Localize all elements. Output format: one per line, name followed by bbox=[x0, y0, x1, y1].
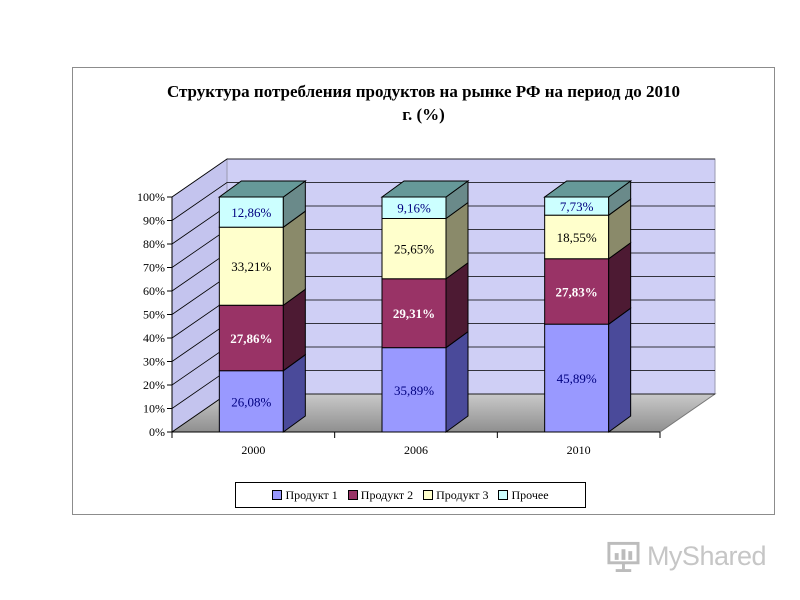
legend-swatch-other bbox=[498, 490, 509, 500]
y-tick-label: 40% bbox=[143, 331, 165, 345]
chart-legend: Продукт 1 Продукт 2 Продукт 3 Прочее bbox=[235, 482, 586, 508]
y-tick-label: 10% bbox=[143, 402, 165, 416]
y-tick-label: 0% bbox=[149, 425, 165, 439]
bar-front bbox=[381, 278, 447, 349]
chart-title-line-2: г. (%) bbox=[402, 105, 445, 124]
data-label: 33,21% bbox=[231, 259, 271, 274]
y-tick-label: 90% bbox=[143, 214, 165, 228]
data-label: 45,89% bbox=[557, 371, 597, 386]
legend-item-product-1: Продукт 1 bbox=[272, 487, 338, 503]
x-tick-label: 2010 bbox=[567, 443, 591, 457]
data-label: 26,08% bbox=[231, 394, 271, 409]
y-tick-label: 30% bbox=[143, 355, 165, 369]
legend-item-product-3: Продукт 3 bbox=[423, 488, 488, 503]
watermark-text: MyShared bbox=[646, 540, 767, 571]
legend-swatch-product-2 bbox=[347, 490, 358, 500]
y-tick-label: 20% bbox=[143, 378, 165, 392]
chart-title: Структура потребления продуктов на рынке… bbox=[72, 80, 775, 126]
legend-label-product-3: Продукт 3 bbox=[436, 487, 489, 502]
chart-data-labels: 26,08% 27,86% 33,21% 12,86% 35,89% 29,31% 25,6… bbox=[230, 199, 598, 409]
bar-side bbox=[445, 330, 469, 433]
data-label: 35,89% bbox=[394, 383, 434, 398]
data-label: 27,86% bbox=[230, 331, 272, 346]
y-tick-label: 60% bbox=[143, 284, 165, 298]
gridline bbox=[171, 158, 715, 198]
chart-bars bbox=[217, 179, 633, 433]
bar-front bbox=[218, 370, 284, 433]
legend-label-other: Прочее bbox=[511, 487, 549, 502]
bar-front bbox=[218, 226, 284, 306]
data-label: 9,16% bbox=[397, 201, 431, 216]
y-tick-label: 50% bbox=[143, 308, 165, 322]
bar-side bbox=[608, 307, 632, 433]
data-label: 12,86% bbox=[231, 205, 271, 220]
bar-top bbox=[217, 180, 307, 198]
legend-label-product-2: Продукт 2 bbox=[360, 487, 414, 502]
x-tick-label: 2006 bbox=[404, 443, 428, 457]
legend-item-product-2: Продукт 2 bbox=[347, 487, 414, 503]
gridline bbox=[171, 182, 715, 221]
presentation-board-icon bbox=[607, 541, 640, 573]
legend-item-other: Прочее bbox=[498, 487, 549, 503]
data-label: 29,31% bbox=[393, 306, 435, 321]
bar-front bbox=[544, 258, 610, 325]
x-tick-label: 2000 bbox=[241, 443, 265, 457]
data-label: 7,73% bbox=[560, 199, 594, 214]
legend-swatch-product-3 bbox=[423, 490, 434, 500]
legend-label-product-1: Продукт 1 bbox=[285, 487, 338, 502]
y-tick-label: 100% bbox=[137, 190, 165, 204]
watermark-logo: MyShared bbox=[606, 536, 767, 576]
bar-front bbox=[381, 218, 447, 280]
data-label: 25,65% bbox=[394, 242, 434, 257]
data-label: 18,55% bbox=[557, 230, 597, 245]
bar-front bbox=[218, 304, 284, 372]
data-label: 27,83% bbox=[556, 284, 598, 299]
y-tick-label: 70% bbox=[143, 261, 165, 275]
bar-top bbox=[543, 180, 633, 198]
y-tick-label: 80% bbox=[143, 237, 165, 251]
chart-title-line-1: Структура потребления продуктов на рынке… bbox=[166, 82, 681, 101]
legend-swatch-product-1 bbox=[272, 490, 283, 500]
bar-top bbox=[380, 180, 470, 198]
